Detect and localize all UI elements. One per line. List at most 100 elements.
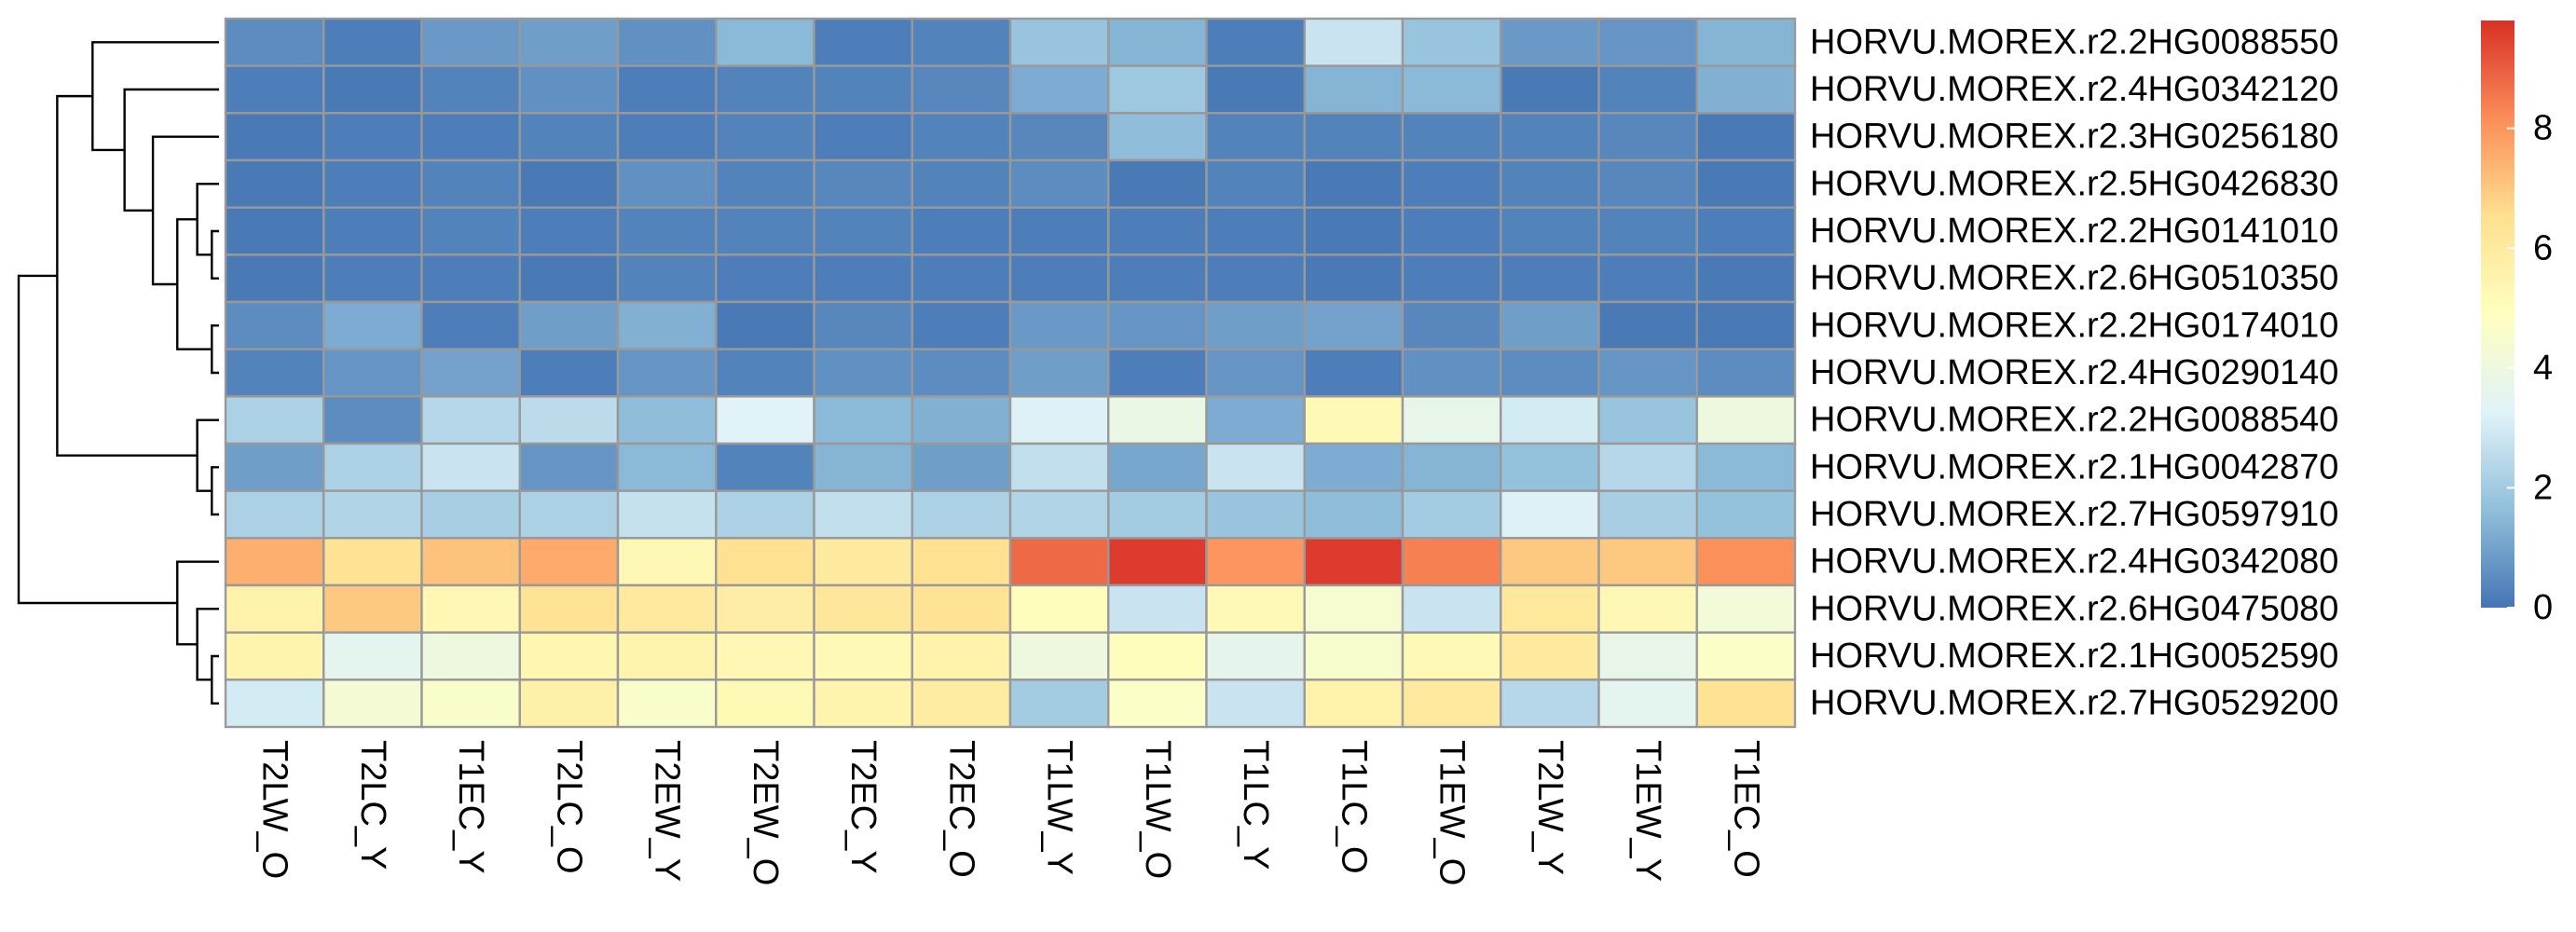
heatmap-cell: [1500, 395, 1600, 445]
heatmap-cell: [224, 583, 325, 634]
heatmap-cell: [322, 112, 423, 162]
heatmap-cell: [420, 112, 521, 162]
heatmap-cell: [224, 348, 325, 398]
heatmap-cell: [322, 537, 423, 587]
heatmap-cell: [1303, 678, 1404, 729]
heatmap-cell: [1008, 158, 1110, 209]
heatmap-cell: [518, 254, 620, 304]
heatmap-cell: [1401, 537, 1502, 587]
heatmap-cell: [1597, 348, 1698, 398]
heatmap-cell: [1008, 395, 1110, 445]
heatmap-cell: [1303, 395, 1404, 445]
heatmap-cell: [1401, 158, 1502, 209]
heatmap-cell: [1008, 17, 1110, 67]
row-label: HORVU.MOREX.r2.1HG0052590: [1810, 637, 2338, 676]
heatmap-cell: [1401, 112, 1502, 162]
row-label: HORVU.MOREX.r2.2HG0174010: [1810, 306, 2338, 345]
heatmap-cell: [1107, 537, 1208, 587]
heatmap-cell: [322, 300, 423, 350]
heatmap-cell: [1205, 64, 1306, 115]
column-label: T1LC_Y: [1236, 740, 1275, 870]
heatmap-cell: [813, 442, 913, 492]
heatmap-cell: [616, 678, 718, 729]
row-label: HORVU.MOREX.r2.2HG0088550: [1810, 22, 2338, 62]
heatmap-cell: [813, 583, 913, 634]
heatmap-cell: [224, 489, 325, 540]
heatmap-cell: [224, 112, 325, 162]
heatmap-cell: [1205, 17, 1306, 67]
column-label: T2EW_Y: [648, 740, 687, 882]
heatmap-cell: [322, 442, 423, 492]
heatmap-cell: [1303, 206, 1404, 256]
column-label: T1LC_O: [1334, 740, 1373, 874]
heatmap-cell: [715, 112, 815, 162]
heatmap-cell: [224, 254, 325, 304]
heatmap-cell: [1695, 17, 1797, 67]
heatmap-cell: [1597, 17, 1698, 67]
heatmap-cell: [1107, 442, 1208, 492]
heatmap-cell: [911, 300, 1012, 350]
heatmap-cell: [420, 442, 521, 492]
heatmap-cell: [1107, 631, 1208, 681]
heatmap-cell: [420, 348, 521, 398]
heatmap-cell: [715, 583, 815, 634]
heatmap-cell: [1597, 395, 1698, 445]
column-label: T1LW_Y: [1040, 740, 1079, 875]
heatmap-cell: [1500, 631, 1600, 681]
heatmap-cell: [1107, 112, 1208, 162]
heatmap-cell: [1303, 254, 1404, 304]
heatmap-cells: [224, 17, 1797, 729]
heatmap-cell: [1597, 678, 1698, 729]
heatmap-cell: [1303, 112, 1404, 162]
heatmap-cell: [1695, 158, 1797, 209]
heatmap-cell: [616, 300, 718, 350]
column-label: T2EC_O: [941, 740, 980, 878]
column-label: T1EW_O: [1432, 740, 1472, 885]
heatmap-cell: [911, 442, 1012, 492]
heatmap-cell: [715, 537, 815, 587]
legend-tick-label: 6: [2533, 228, 2553, 267]
row-label: HORVU.MOREX.r2.7HG0597910: [1810, 495, 2338, 534]
heatmap-cell: [911, 583, 1012, 634]
heatmap-cell: [518, 489, 620, 540]
heatmap-cell: [911, 678, 1012, 729]
heatmap-cell: [911, 112, 1012, 162]
heatmap-cell: [616, 442, 718, 492]
heatmap-cell: [813, 537, 913, 587]
heatmap-cell: [1401, 678, 1502, 729]
heatmap-cell: [813, 489, 913, 540]
heatmap-cell: [911, 158, 1012, 209]
heatmap-cell: [518, 583, 620, 634]
row-label: HORVU.MOREX.r2.4HG0342120: [1810, 70, 2338, 109]
heatmap-cell: [1597, 158, 1698, 209]
dendrogram-branch: [211, 654, 219, 705]
heatmap-cell: [1597, 631, 1698, 681]
heatmap-cell: [224, 158, 325, 209]
dendrogram-branch: [196, 183, 219, 256]
heatmap-cell: [322, 254, 423, 304]
heatmap-cell: [1500, 489, 1600, 540]
heatmap-cell: [616, 206, 718, 256]
row-label: HORVU.MOREX.r2.2HG0141010: [1810, 212, 2338, 251]
heatmap-cell: [518, 300, 620, 350]
heatmap-cell: [1107, 64, 1208, 115]
heatmap-cell: [715, 631, 815, 681]
heatmap-cell: [813, 631, 913, 681]
column-labels: T2LW_O T2LC_Y T1EC_Y T2LC_O T2EW_Y T2EW_O T2EC…: [255, 740, 1766, 885]
dendrogram-branch: [211, 466, 219, 516]
heatmap-cell: [322, 395, 423, 445]
heatmap-cell: [616, 254, 718, 304]
heatmap-cell: [1205, 537, 1306, 587]
heatmap-cell: [1303, 583, 1404, 634]
heatmap-cell: [1500, 17, 1600, 67]
heatmap-cell: [224, 631, 325, 681]
heatmap-cell: [224, 206, 325, 256]
heatmap-cell: [911, 348, 1012, 398]
heatmap-cell: [224, 537, 325, 587]
heatmap-cell: [813, 348, 913, 398]
column-label: T1EW_Y: [1628, 740, 1667, 882]
heatmap-cell: [616, 537, 718, 587]
heatmap-cell: [1303, 300, 1404, 350]
heatmap-cell: [1500, 300, 1600, 350]
heatmap-cell: [1597, 489, 1698, 540]
